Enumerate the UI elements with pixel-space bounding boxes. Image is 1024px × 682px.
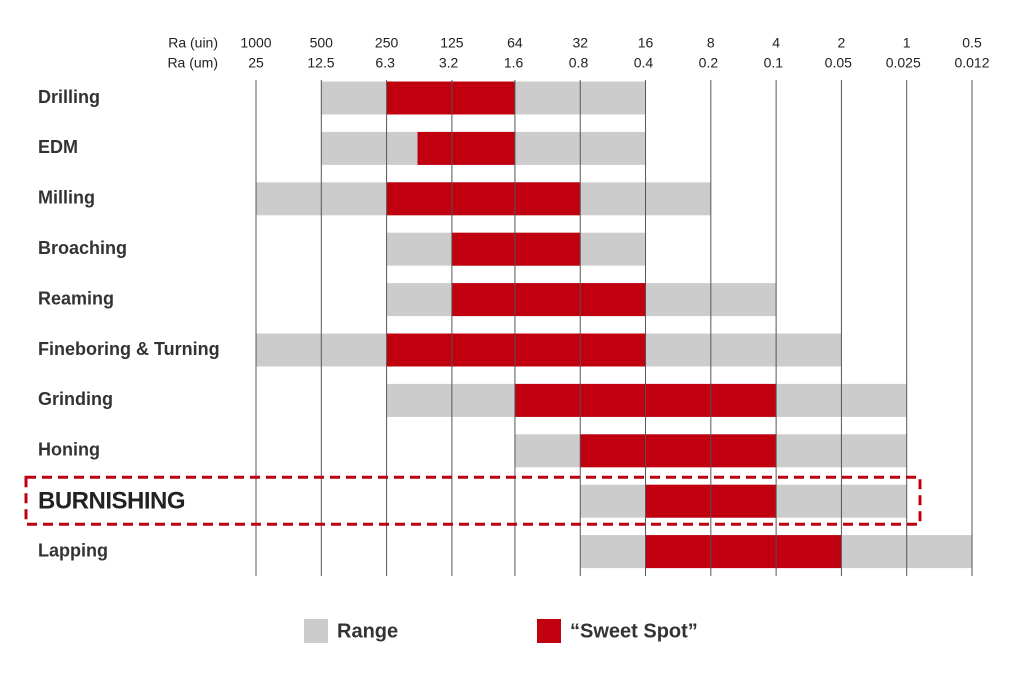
x2-tick-label: 25 (248, 55, 264, 71)
category-label: Lapping (38, 540, 108, 560)
sweet-spot-bar (386, 333, 646, 367)
category-label: Fineboring & Turning (38, 339, 220, 359)
sweet-spot-bar (645, 535, 842, 569)
category-label: Grinding (38, 389, 113, 409)
legend-swatch (537, 619, 561, 643)
x2-tick-label: 3.2 (439, 55, 459, 71)
x-tick-label: 250 (375, 35, 399, 51)
sweet-spot-bar (386, 81, 515, 115)
x2-tick-label: 0.012 (954, 55, 989, 71)
x2-tick-label: 0.025 (886, 55, 921, 71)
category-label: Broaching (38, 238, 127, 258)
x-tick-label: 500 (310, 35, 334, 51)
category-label: Drilling (38, 87, 100, 107)
x-tick-label: 1 (903, 35, 911, 51)
x-tick-label: 32 (572, 35, 588, 51)
category-label: EDM (38, 137, 78, 157)
x-tick-label: 0.5 (962, 35, 982, 51)
legend-swatch (304, 619, 328, 643)
legend-label: “Sweet Spot” (570, 620, 698, 642)
highlight-box (24, 475, 922, 526)
x-axis-label: Ra (uin) (168, 35, 218, 51)
x2-tick-label: 0.05 (825, 55, 852, 71)
legend-label: Range (337, 620, 398, 642)
category-label: Honing (38, 440, 100, 460)
x-tick-label: 16 (638, 35, 654, 51)
x-tick-label: 4 (772, 35, 780, 51)
x-tick-label: 8 (707, 35, 715, 51)
x2-tick-label: 12.5 (307, 55, 334, 71)
sweet-spot-bar (451, 232, 581, 266)
sweet-spot-bar (451, 283, 646, 317)
x2-tick-label: 0.1 (764, 55, 784, 71)
sweet-spot-bar (417, 131, 515, 165)
x2-tick-label: 6.3 (375, 55, 395, 71)
x2-tick-label: 0.8 (569, 55, 589, 71)
x-tick-label: 1000 (240, 35, 271, 51)
sweet-spot-bar (386, 182, 581, 216)
x-tick-label: 125 (440, 35, 464, 51)
x-tick-label: 2 (838, 35, 846, 51)
category-label: Reaming (38, 288, 114, 308)
sweet-spot-bar (580, 434, 777, 468)
x2-axis-label: Ra (um) (167, 55, 218, 71)
x2-tick-label: 1.6 (504, 55, 524, 71)
category-label: Milling (38, 188, 95, 208)
x-tick-label: 64 (507, 35, 523, 51)
category-label: BURNISHING (38, 488, 185, 515)
x2-tick-label: 0.2 (699, 55, 719, 71)
x2-tick-label: 0.4 (634, 55, 654, 71)
